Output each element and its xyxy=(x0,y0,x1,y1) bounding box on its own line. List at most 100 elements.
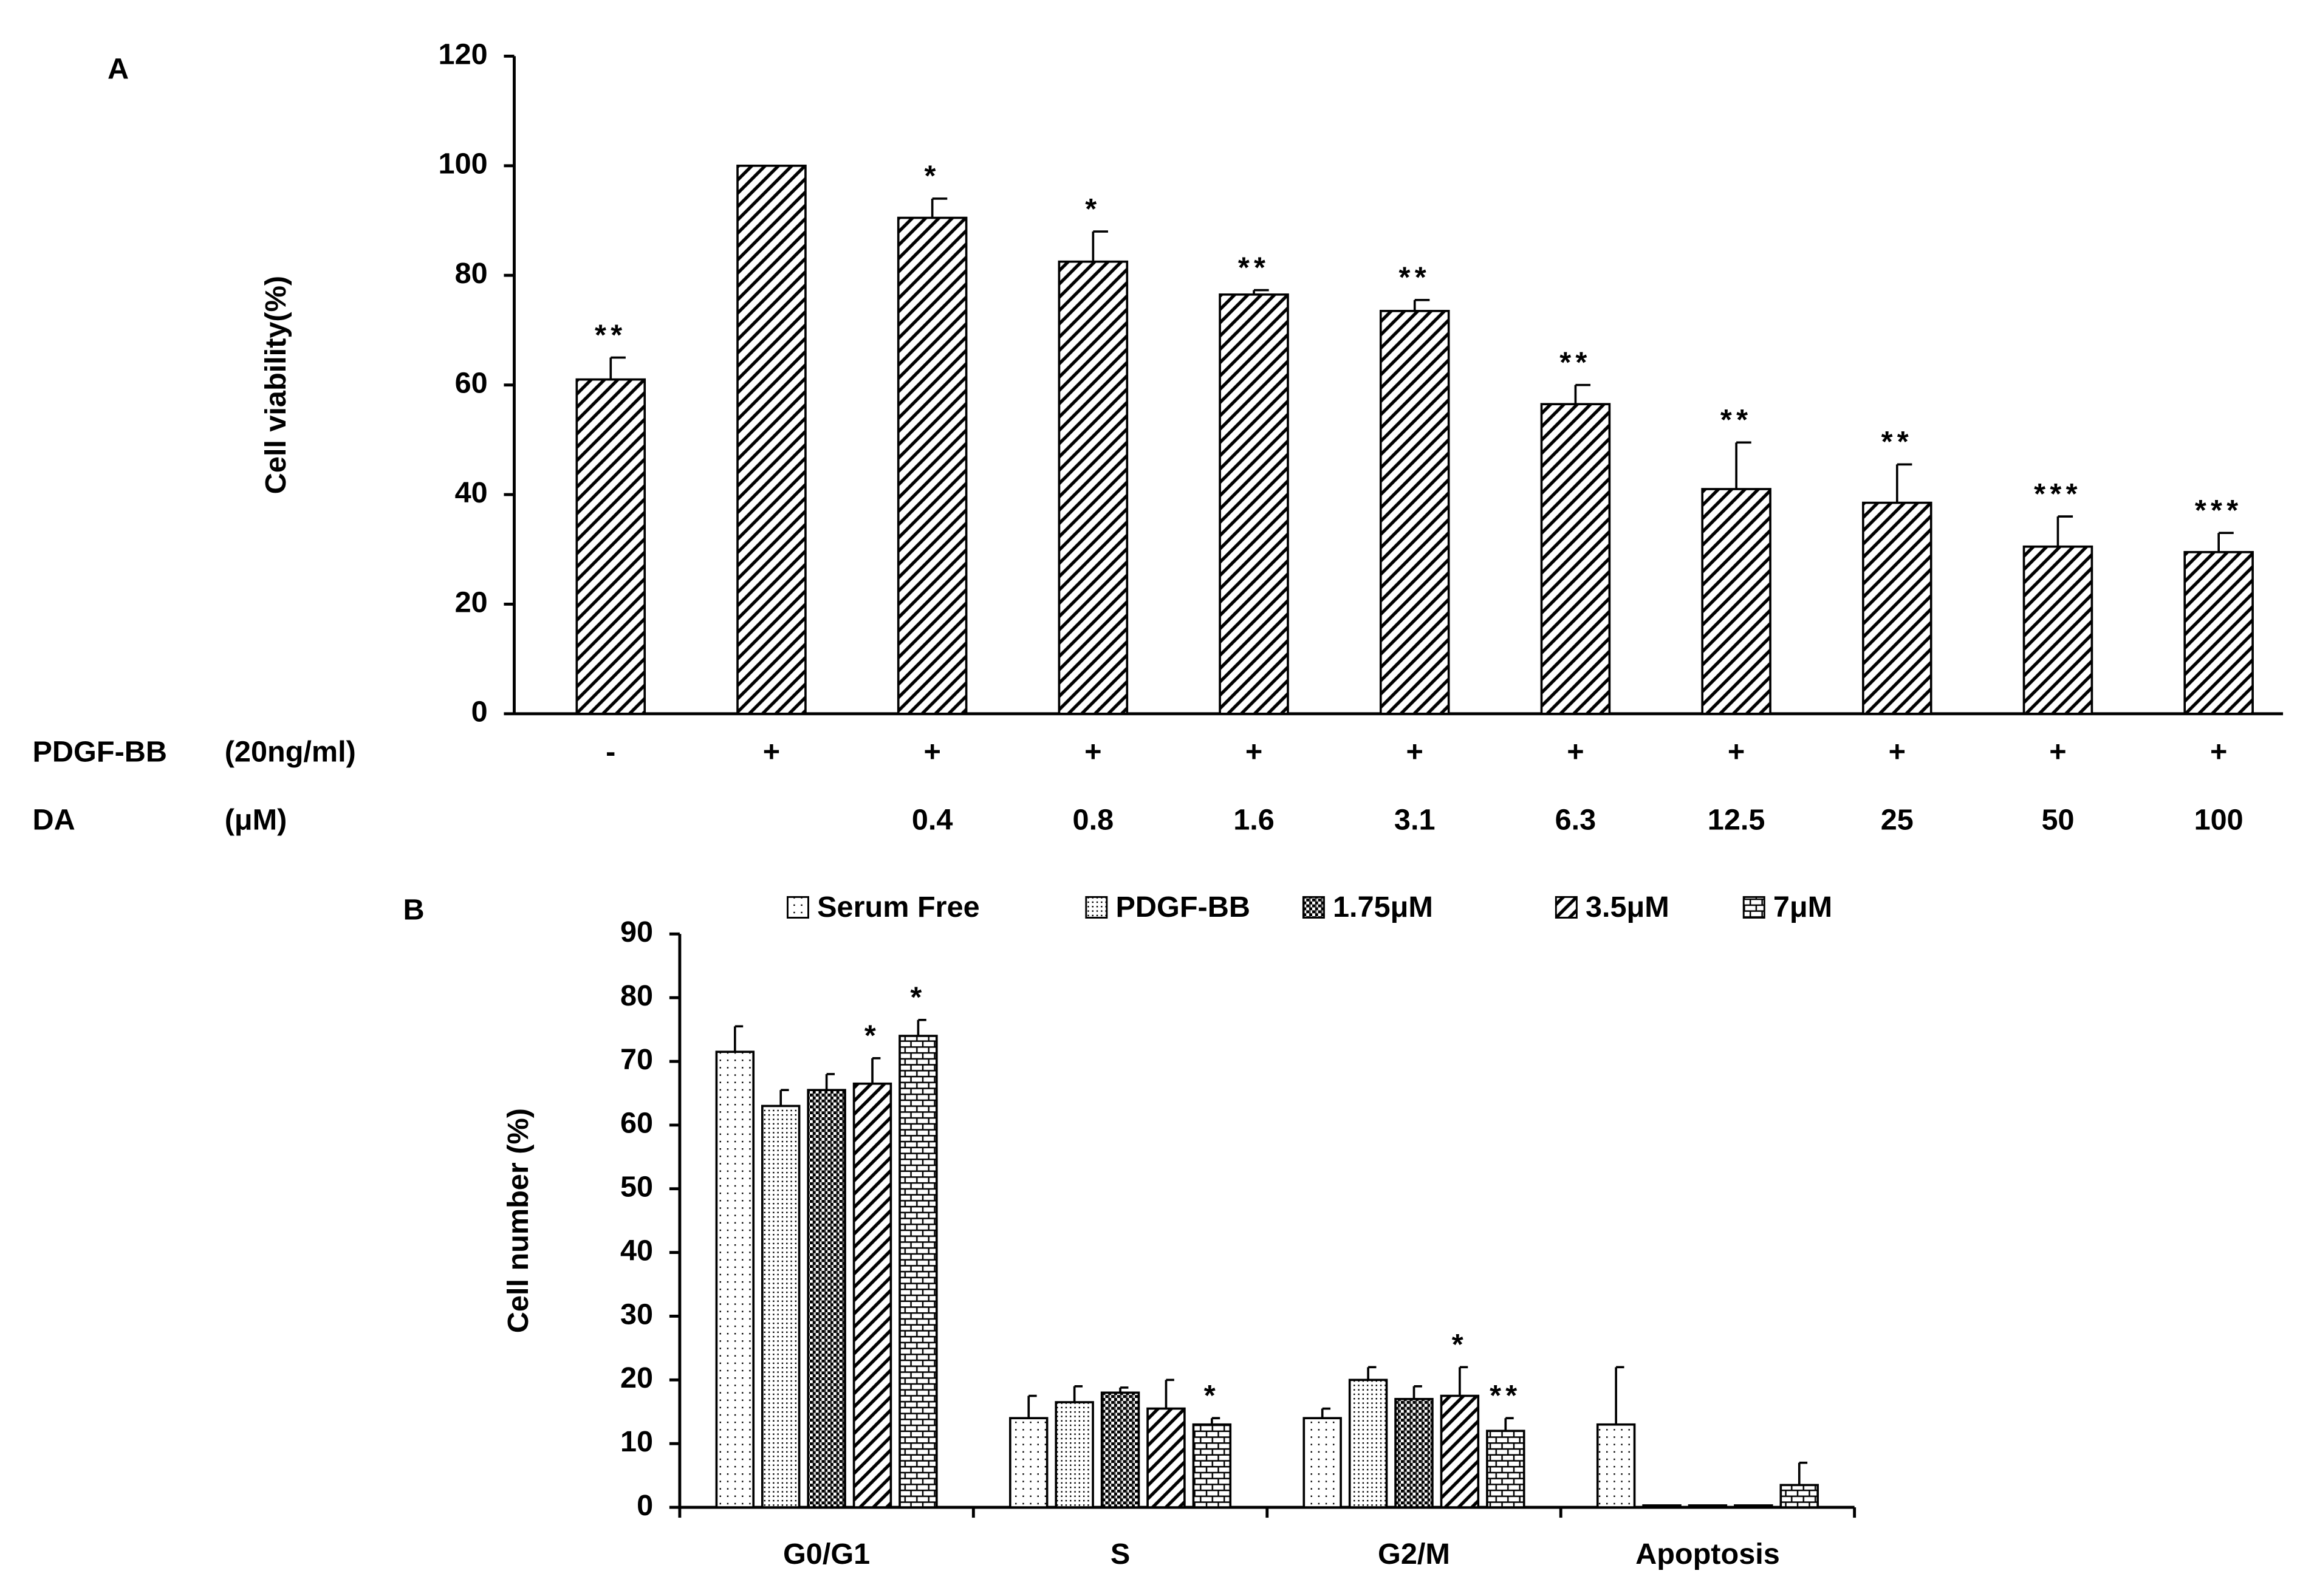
error-bar xyxy=(1367,1366,1377,1380)
y-tick-label: 30 xyxy=(620,1298,653,1331)
x-tick-label: + xyxy=(1245,735,1262,768)
x-tick-label: 6.3 xyxy=(1555,803,1597,836)
x-tick-label: 100 xyxy=(2194,803,2243,836)
legend-swatch xyxy=(1742,896,1765,919)
y-tick-label: 20 xyxy=(620,1361,653,1394)
x-tick-label: + xyxy=(923,735,940,768)
y-tick-label: 90 xyxy=(620,916,653,948)
bar xyxy=(1440,1394,1480,1509)
significance-label: * xyxy=(925,160,940,193)
error-bar xyxy=(1165,1379,1174,1409)
error-bar xyxy=(1073,1385,1083,1403)
bar xyxy=(715,1050,755,1509)
panel-label: A xyxy=(108,53,129,86)
significance-label: ** xyxy=(595,318,626,351)
x-tick-label: + xyxy=(763,735,780,768)
bar xyxy=(1596,1423,1636,1509)
x-tick-label: 50 xyxy=(2041,803,2074,836)
y-tick-label: 40 xyxy=(620,1234,653,1267)
legend-label: 3.5μM xyxy=(1586,891,1669,923)
x-tick-label: + xyxy=(1084,735,1101,768)
error-bar xyxy=(1321,1407,1331,1419)
y-tick-label: 120 xyxy=(439,38,488,70)
x-tick-label: 0.4 xyxy=(912,803,953,836)
bar xyxy=(761,1105,801,1509)
legend-label: Serum Free xyxy=(817,891,980,923)
x-tick-label: 1.6 xyxy=(1233,803,1275,836)
bar xyxy=(1302,1417,1342,1509)
significance-label: ** xyxy=(1399,261,1431,294)
legend-swatch xyxy=(1085,896,1108,919)
x-tick-label: + xyxy=(1889,735,1906,768)
bar xyxy=(2022,545,2093,715)
bar xyxy=(1540,403,1611,715)
significance-label: ** xyxy=(1238,251,1270,284)
significance-label: ** xyxy=(1559,346,1591,378)
y-tick-label: 40 xyxy=(455,476,488,509)
x-tick-label: + xyxy=(1567,735,1584,768)
error-bar xyxy=(917,1019,926,1036)
x-tick-label: - xyxy=(606,735,615,768)
x-tick-label: 3.1 xyxy=(1394,803,1436,836)
significance-label: * xyxy=(864,1019,880,1052)
bar xyxy=(2183,550,2254,715)
legend-label: PDGF-BB xyxy=(1115,891,1250,923)
error-bar xyxy=(609,356,626,380)
significance-label: * xyxy=(1204,1379,1220,1412)
bar xyxy=(1379,310,1450,715)
bar xyxy=(1192,1423,1232,1509)
error-bar xyxy=(1211,1417,1220,1425)
bar xyxy=(1642,1504,1682,1509)
bar xyxy=(807,1089,846,1509)
y-tick-label: 10 xyxy=(620,1425,653,1458)
y-tick-label: 80 xyxy=(455,257,488,290)
bar xyxy=(1009,1417,1049,1509)
x-tick-label: G2/M xyxy=(1378,1538,1450,1570)
bar xyxy=(736,165,807,715)
y-tick-label: 60 xyxy=(455,366,488,399)
row-unit: (μM) xyxy=(225,803,287,836)
y-tick-label: 80 xyxy=(620,979,653,1012)
x-tick-label: + xyxy=(1728,735,1745,768)
y-tick-label: 20 xyxy=(455,586,488,618)
x-tick-label: + xyxy=(2210,735,2227,768)
x-tick-label: G0/G1 xyxy=(783,1538,870,1570)
error-bar xyxy=(1459,1366,1468,1396)
x-tick-label: + xyxy=(1406,735,1423,768)
y-axis-label: Cell viability(%) xyxy=(259,276,292,494)
significance-label: ** xyxy=(1490,1379,1521,1412)
error-bar xyxy=(2217,532,2234,552)
row-unit: (20ng/ml) xyxy=(225,735,356,768)
significance-label: * xyxy=(910,981,926,1014)
bar xyxy=(1146,1407,1186,1509)
error-bar xyxy=(1092,230,1108,262)
panel-label: B xyxy=(403,894,425,926)
bar xyxy=(1779,1484,1819,1509)
legend-swatch xyxy=(787,896,809,919)
bar xyxy=(1734,1504,1773,1509)
bar xyxy=(898,1035,938,1509)
bar xyxy=(1394,1397,1434,1509)
x-tick-label: Apoptosis xyxy=(1635,1538,1780,1570)
error-bar xyxy=(1735,441,1751,490)
significance-label: *** xyxy=(2034,478,2082,510)
bar xyxy=(575,378,646,715)
y-tick-label: 0 xyxy=(471,696,488,728)
error-bar xyxy=(1027,1394,1037,1419)
y-tick-label: 50 xyxy=(620,1171,653,1204)
error-bar xyxy=(1574,383,1591,405)
bar xyxy=(1055,1401,1094,1509)
legend-swatch xyxy=(1302,896,1325,919)
bar xyxy=(1486,1430,1525,1509)
significance-label: ** xyxy=(1720,403,1752,436)
significance-label: *** xyxy=(2195,494,2243,527)
error-bar xyxy=(1615,1366,1624,1425)
x-tick-label: 0.8 xyxy=(1073,803,1114,836)
significance-label: * xyxy=(1452,1328,1468,1361)
row-label: PDGF-BB xyxy=(33,735,168,768)
row-label: DA xyxy=(33,803,75,836)
x-tick-label: 12.5 xyxy=(1708,803,1765,836)
bar xyxy=(1701,488,1771,715)
y-tick-label: 100 xyxy=(439,148,488,180)
